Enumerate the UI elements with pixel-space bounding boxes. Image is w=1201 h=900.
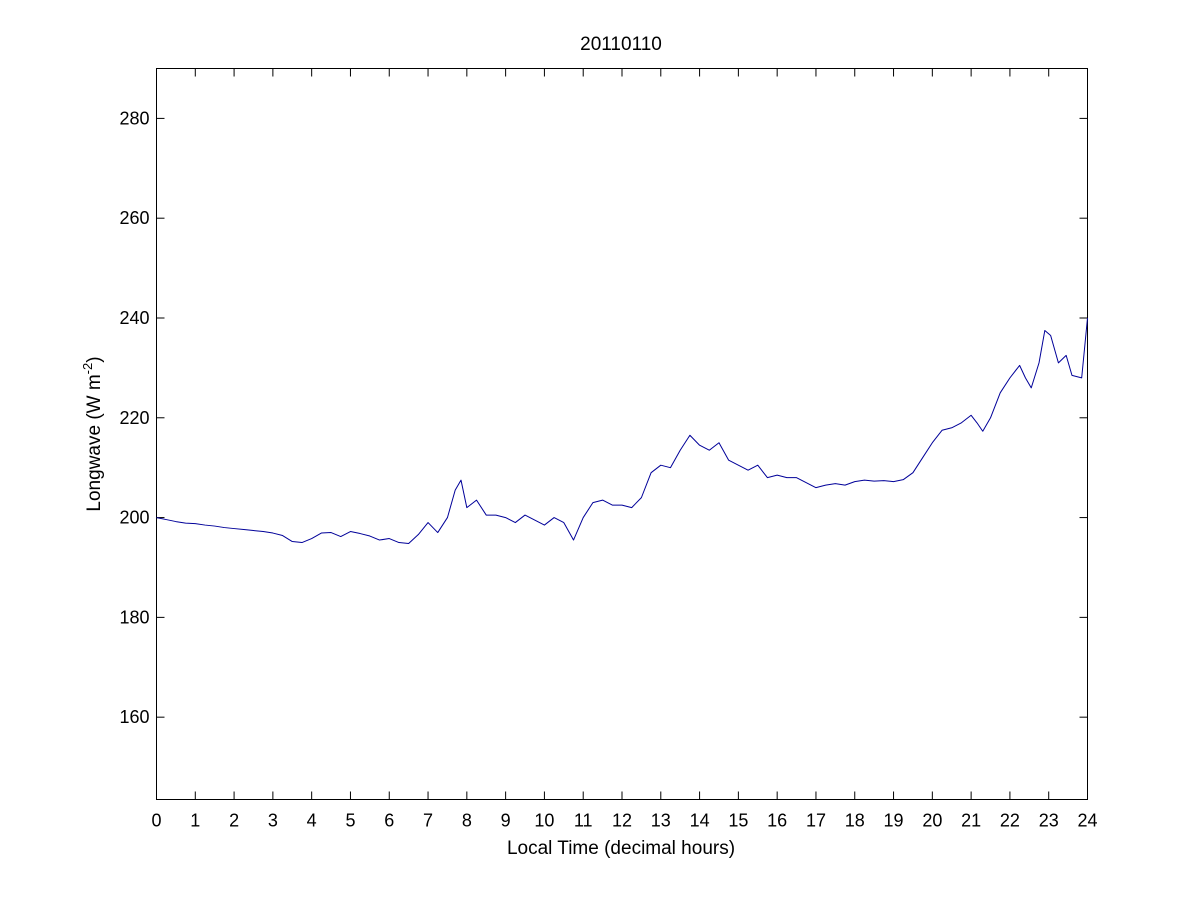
x-tick-label: 5 <box>345 811 355 831</box>
x-tick-label: 8 <box>462 811 472 831</box>
x-tick-label: 9 <box>501 811 511 831</box>
x-tick-label: 14 <box>690 811 710 831</box>
x-tick-label: 23 <box>1039 811 1059 831</box>
x-tick-label: 17 <box>806 811 826 831</box>
x-tick-label: 11 <box>574 811 593 831</box>
x-tick-label: 3 <box>268 811 278 831</box>
y-tick-label: 240 <box>119 308 149 328</box>
y-axis-ticks: 160 180 200 220 240 260 280 <box>119 108 1088 727</box>
series-line <box>156 317 1088 545</box>
x-tick-label: 18 <box>845 811 865 831</box>
y-tick-label: 160 <box>119 707 149 727</box>
data-series <box>156 317 1088 545</box>
x-tick-label: 22 <box>1000 811 1020 831</box>
x-tick-label: 10 <box>534 811 554 831</box>
x-tick-label: 15 <box>728 811 748 831</box>
x-tick-label: 21 <box>961 811 981 831</box>
x-tick-label: 12 <box>612 811 632 831</box>
y-tick-label: 180 <box>119 607 149 627</box>
x-tick-label: 1 <box>190 811 200 831</box>
y-tick-label: 260 <box>119 208 149 228</box>
x-tick-label: 4 <box>307 811 317 831</box>
x-tick-label: 13 <box>651 811 671 831</box>
y-tick-label: 280 <box>119 108 149 128</box>
x-axis-ticks: 0 1 2 3 4 5 6 7 8 9 10 11 12 13 14 15 16 17 18 19 20 21 22 23 24 <box>151 68 1098 831</box>
x-tick-label: 2 <box>229 811 239 831</box>
y-axis-label-superscript: -2 <box>80 363 95 375</box>
x-tick-label: 24 <box>1077 811 1097 831</box>
x-tick-label: 0 <box>151 811 161 831</box>
chart-title: 20110110 <box>580 34 662 55</box>
x-tick-label: 16 <box>767 811 787 831</box>
y-axis-label-main: Longwave (W m <box>84 374 105 511</box>
x-tick-label: 19 <box>884 811 904 831</box>
y-axis-label-suffix: ) <box>84 356 105 362</box>
y-tick-label: 200 <box>119 508 149 528</box>
x-tick-label: 7 <box>423 811 433 831</box>
x-tick-label: 20 <box>922 811 942 831</box>
x-tick-label: 6 <box>384 811 394 831</box>
y-axis-label: Longwave (W m-2) <box>80 356 105 511</box>
y-tick-label: 220 <box>119 408 149 428</box>
x-axis-label: Local Time (decimal hours) <box>507 838 735 859</box>
